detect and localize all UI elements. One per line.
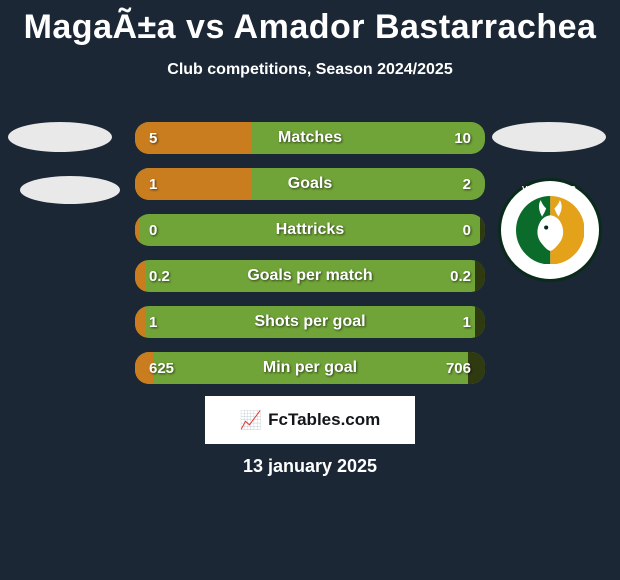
- bar-label: Shots per goal: [135, 306, 485, 338]
- bar-value-left: 1: [149, 306, 157, 338]
- bar-value-left: 1: [149, 168, 157, 200]
- bar-row: Goals per match0.2 0.2: [135, 260, 485, 292]
- bar-value-right: 706: [446, 352, 471, 384]
- bar-label: Hattricks: [135, 214, 485, 246]
- bar-value-right: 1: [463, 306, 471, 338]
- date-text: 13 january 2025: [0, 456, 620, 477]
- club-badge-bottom-text: YUCATÁN: [501, 268, 599, 275]
- content-root: MagaÃ±a vs Amador Bastarrachea Club comp…: [0, 0, 620, 580]
- club-badge: VENADOS F.C. YUCATÁN: [498, 178, 602, 282]
- bar-value-left: 0.2: [149, 260, 170, 292]
- bar-value-left: 5: [149, 122, 157, 154]
- bar-row: Hattricks0 0: [135, 214, 485, 246]
- bar-row: Matches5 10: [135, 122, 485, 154]
- deer-icon: [516, 196, 585, 265]
- brand-text: FcTables.com: [268, 410, 380, 430]
- player-left-avatar-ellipse-1: [8, 122, 112, 152]
- player-right-avatar-ellipse: [492, 122, 606, 152]
- bar-label: Matches: [135, 122, 485, 154]
- player-left-avatar-ellipse-2: [20, 176, 120, 204]
- subtitle: Club competitions, Season 2024/2025: [0, 61, 620, 79]
- bar-value-right: 2: [463, 168, 471, 200]
- chart-icon: 📈: [240, 411, 262, 429]
- bar-value-left: 0: [149, 214, 157, 246]
- comparison-bars: Matches510Goals12Hattricks00Goals per ma…: [135, 122, 485, 384]
- club-badge-top-text: VENADOS F.C.: [501, 185, 599, 194]
- bar-value-right: 0.2: [450, 260, 471, 292]
- brand-box: 📈 FcTables.com: [205, 396, 415, 444]
- bar-value-left: 625: [149, 352, 174, 384]
- bar-value-right: 10: [454, 122, 471, 154]
- bar-value-right: 0: [463, 214, 471, 246]
- bar-row: Goals1 2: [135, 168, 485, 200]
- bar-row: Shots per goal1 1: [135, 306, 485, 338]
- bar-label: Goals: [135, 168, 485, 200]
- page-title: MagaÃ±a vs Amador Bastarrachea: [0, 8, 620, 47]
- bar-label: Min per goal: [135, 352, 485, 384]
- bar-label: Goals per match: [135, 260, 485, 292]
- bar-row: Min per goal625 706: [135, 352, 485, 384]
